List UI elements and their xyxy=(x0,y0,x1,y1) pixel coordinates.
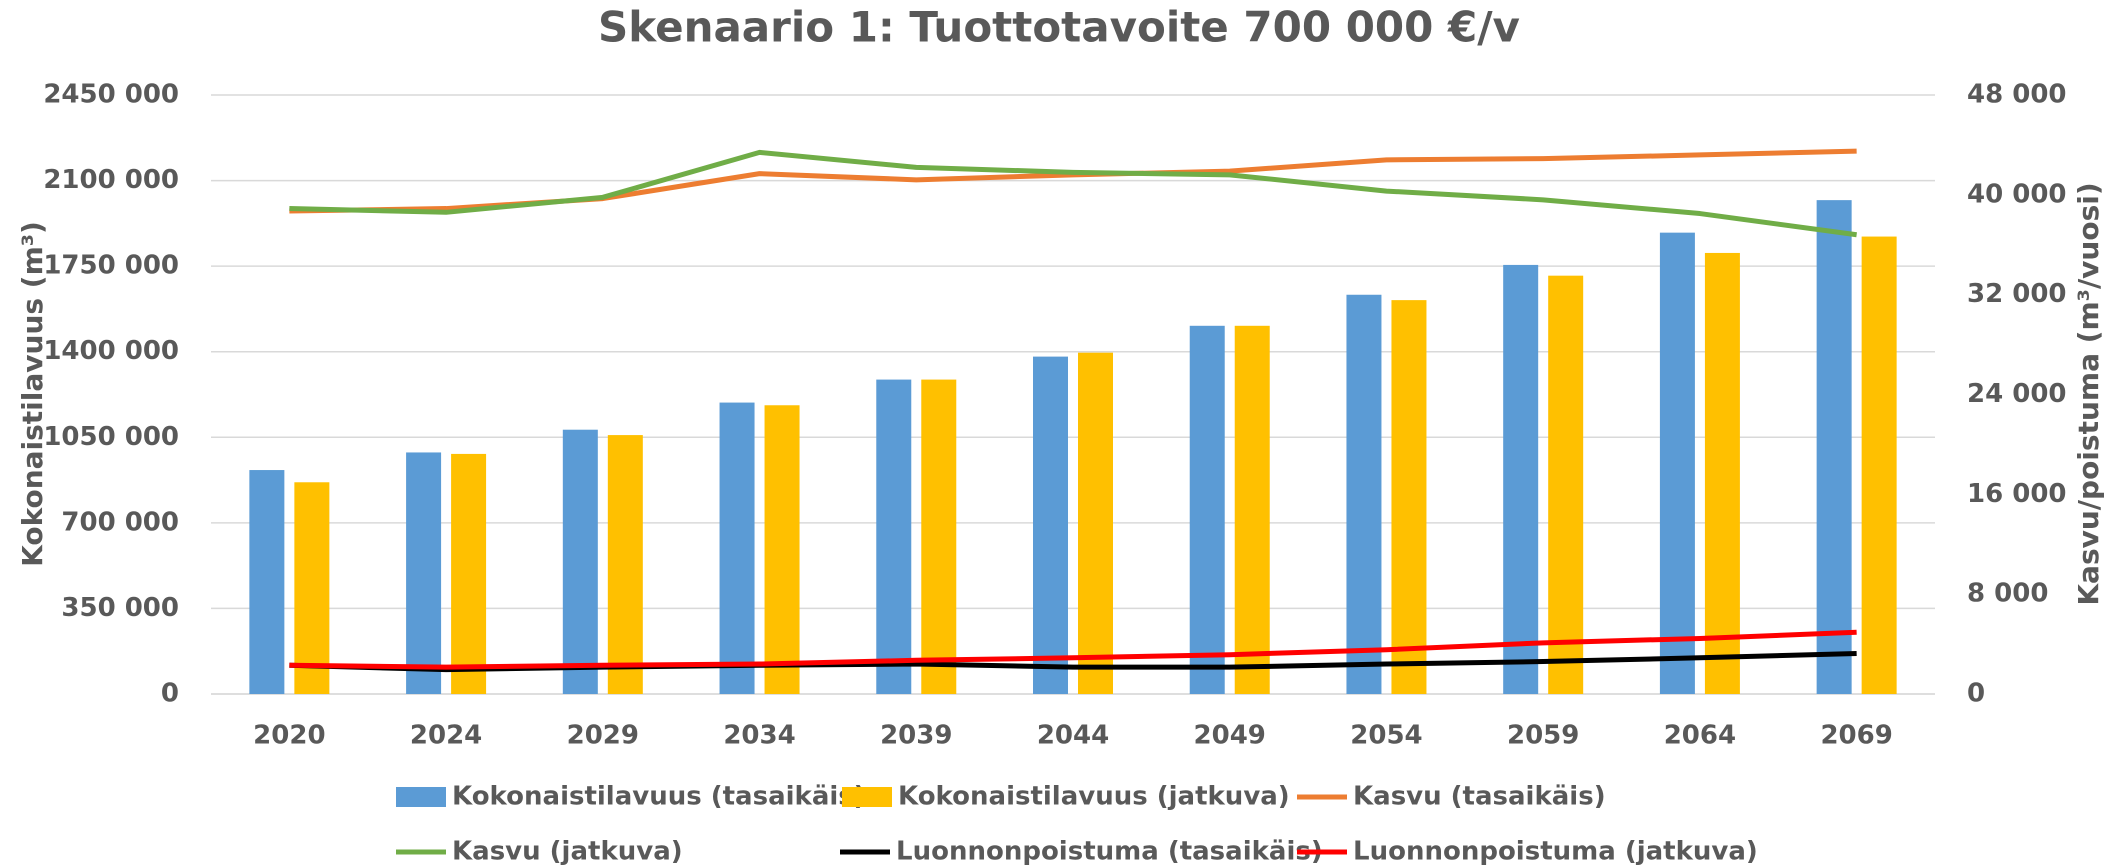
x-tick-label: 2069 xyxy=(1820,721,1892,751)
x-tick-label: 2039 xyxy=(880,721,952,751)
bar xyxy=(876,379,912,694)
x-tick-label: 2049 xyxy=(1194,721,1266,751)
y2-tick-label: 32 000 xyxy=(1967,279,2067,309)
bar xyxy=(1078,352,1113,694)
legend-label: Kokonaistilavuus (jatkuva) xyxy=(898,782,1290,812)
legend-swatch xyxy=(396,787,446,807)
chart-title: Skenaario 1: Tuottotavoite 700 000 €/v xyxy=(598,3,1520,52)
bar xyxy=(406,452,442,694)
line xyxy=(289,629,1857,670)
x-tick-label: 2020 xyxy=(253,721,325,751)
y-tick-label: 2450 000 xyxy=(43,80,179,110)
bar xyxy=(1861,236,1897,695)
bar xyxy=(764,405,800,694)
y-tick-label: 1400 000 xyxy=(43,336,179,366)
bar xyxy=(1659,232,1695,694)
y-tick-label: 0 xyxy=(161,679,179,709)
legend-label: Kasvu (tasaikäis) xyxy=(1353,782,1606,812)
y-tick-label: 700 000 xyxy=(61,507,179,537)
y2-axis-label: Kasvu/poistuma (m³/vuosi) xyxy=(2072,182,2105,605)
legend-label: Kokonaistilavuus (tasaikäis) xyxy=(452,782,866,812)
bar xyxy=(294,482,330,694)
bar xyxy=(1033,356,1068,694)
y2-tick-label: 0 xyxy=(1967,679,1985,709)
bar xyxy=(1503,264,1539,694)
legend-swatch xyxy=(842,787,892,807)
y2-tick-label: 48 000 xyxy=(1967,80,2067,110)
legend-label: Luonnonpoistuma (tasaikäis) xyxy=(896,837,1323,867)
bar xyxy=(1391,300,1427,694)
x-tick-label: 2059 xyxy=(1507,721,1579,751)
x-tick-label: 2029 xyxy=(567,721,639,751)
x-tick-label: 2044 xyxy=(1037,721,1109,751)
y2-tick-label: 16 000 xyxy=(1967,479,2067,509)
bar xyxy=(1346,294,1382,694)
legend-label: Luonnonpoistuma (jatkuva) xyxy=(1353,837,1758,867)
y-tick-label: 2100 000 xyxy=(43,165,179,195)
x-tick-label: 2034 xyxy=(723,721,795,751)
bar xyxy=(719,402,755,694)
bar xyxy=(451,453,487,694)
y2-tick-label: 40 000 xyxy=(1967,179,2067,209)
y-tick-label: 350 000 xyxy=(61,593,179,623)
bar xyxy=(1234,325,1270,694)
y-tick-label: 1050 000 xyxy=(43,422,179,452)
bar xyxy=(1704,252,1740,694)
y2-tick-label: 8 000 xyxy=(1967,579,2048,609)
bar xyxy=(1816,200,1852,694)
x-tick-label: 2064 xyxy=(1664,721,1736,751)
y-axis-label: Kokonaistilavuus (m³) xyxy=(16,221,49,567)
x-tick-label: 2024 xyxy=(410,721,482,751)
bar xyxy=(1189,325,1225,694)
bar xyxy=(249,470,285,694)
bar xyxy=(562,429,598,694)
legend-label: Kasvu (jatkuva) xyxy=(452,837,683,867)
x-tick-label: 2054 xyxy=(1350,721,1422,751)
line xyxy=(289,149,1857,238)
bar xyxy=(921,379,957,694)
y-tick-label: 1750 000 xyxy=(43,251,179,281)
bar xyxy=(1548,275,1584,694)
bar xyxy=(607,435,643,694)
y2-tick-label: 24 000 xyxy=(1967,379,2067,409)
